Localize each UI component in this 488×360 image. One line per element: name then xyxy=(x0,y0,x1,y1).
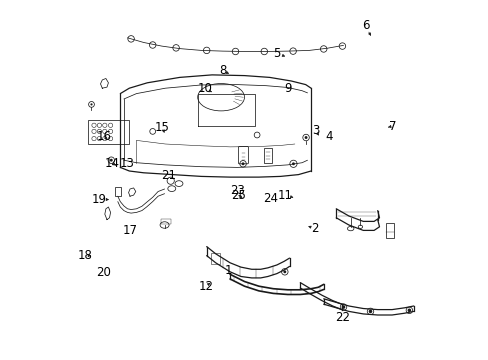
Circle shape xyxy=(90,103,92,105)
Circle shape xyxy=(291,162,294,165)
Text: 21: 21 xyxy=(161,169,176,182)
Text: 18: 18 xyxy=(78,249,93,262)
Text: 7: 7 xyxy=(388,120,396,132)
Circle shape xyxy=(368,310,371,313)
Text: 15: 15 xyxy=(155,121,169,134)
Text: 4: 4 xyxy=(325,130,332,143)
Circle shape xyxy=(110,159,113,162)
Text: 6: 6 xyxy=(361,19,368,32)
Circle shape xyxy=(241,162,244,165)
Text: 9: 9 xyxy=(284,82,291,95)
Text: 17: 17 xyxy=(122,224,138,237)
Text: 16: 16 xyxy=(96,130,111,143)
Text: 25: 25 xyxy=(231,189,245,202)
Circle shape xyxy=(304,136,307,139)
Text: 8: 8 xyxy=(219,64,226,77)
Text: 23: 23 xyxy=(230,184,244,197)
Circle shape xyxy=(341,305,345,309)
Text: 3: 3 xyxy=(311,124,319,137)
Circle shape xyxy=(407,309,410,312)
Text: 19: 19 xyxy=(92,193,107,206)
Circle shape xyxy=(283,270,285,273)
Text: 14: 14 xyxy=(104,157,120,170)
Text: 20: 20 xyxy=(96,266,111,279)
Text: 2: 2 xyxy=(310,222,318,235)
Text: 5: 5 xyxy=(273,47,281,60)
Text: 12: 12 xyxy=(198,280,213,293)
Text: 13: 13 xyxy=(120,157,135,170)
Text: 11: 11 xyxy=(278,189,292,202)
Text: 10: 10 xyxy=(197,82,212,95)
Text: 1: 1 xyxy=(224,264,232,276)
Text: 22: 22 xyxy=(335,311,349,324)
Text: 24: 24 xyxy=(263,192,277,204)
